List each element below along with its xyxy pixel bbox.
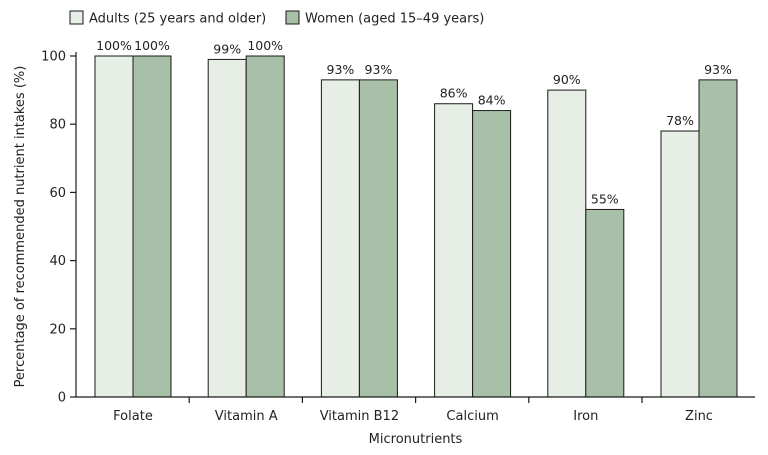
- data-label: 84%: [478, 93, 506, 108]
- legend: Adults (25 years and older) Women (aged 1…: [69, 10, 484, 27]
- bar-adults-zinc: [660, 130, 700, 398]
- legend-label: Women (aged 15–49 years): [305, 12, 484, 27]
- data-label: 99%: [213, 41, 241, 56]
- bar-women-zinc: [698, 79, 738, 398]
- y-tick-label: 80: [49, 118, 66, 133]
- y-axis-title: Percentage of recommended nutrient intak…: [13, 66, 28, 388]
- bar-adults-vitamin-a: [207, 58, 247, 398]
- bar-adults-vitamin-b12: [320, 79, 360, 398]
- y-tick-label: 0: [58, 391, 66, 406]
- x-tick-label: Iron: [573, 409, 598, 424]
- data-labels: 100% 100% 99% 100%93% 93%86% 84%90%55%78%93%: [96, 38, 732, 206]
- bar-adults-calcium: [434, 103, 474, 398]
- data-label: 93%: [327, 62, 355, 77]
- bar-women-folate: [132, 55, 172, 398]
- x-axis-title: Micronutrients: [369, 432, 463, 447]
- data-label: 78%: [666, 113, 694, 128]
- bar-women-vitamin-a: [245, 55, 285, 398]
- data-label: 100%: [96, 38, 132, 53]
- bar-women-calcium: [472, 110, 512, 398]
- bar-women-iron: [585, 208, 625, 398]
- data-label: 90%: [553, 72, 581, 87]
- x-tick-label: Folate: [113, 409, 153, 424]
- y-tick-label: 100: [41, 50, 66, 65]
- legend-label: Adults (25 years and older): [89, 12, 266, 27]
- bars: [94, 55, 738, 398]
- y-tick-label: 60: [49, 186, 66, 201]
- bar-adults-folate: [94, 55, 134, 398]
- data-label: 86%: [440, 86, 468, 101]
- data-label: 93%: [704, 62, 732, 77]
- data-label: 100%: [134, 38, 170, 53]
- x-tick-label: Vitamin A: [215, 409, 278, 424]
- data-label: 55%: [591, 191, 619, 206]
- y-tick-label: 20: [49, 322, 66, 337]
- x-tick-label: Zinc: [685, 409, 713, 424]
- bar-adults-iron: [547, 89, 587, 398]
- axes: 0 20 40 60 80 100 Folate Vitamin A Vitamin B12 Ca…: [41, 50, 755, 424]
- legend-swatch: [69, 10, 84, 25]
- data-label: 93%: [365, 62, 393, 77]
- x-tick-label: Vitamin B12: [320, 409, 399, 424]
- bar-women-vitamin-b12: [358, 79, 398, 398]
- legend-swatch: [285, 10, 300, 25]
- x-tick-label: Calcium: [446, 409, 498, 424]
- data-label: 100%: [247, 38, 283, 53]
- y-tick-label: 40: [49, 254, 66, 269]
